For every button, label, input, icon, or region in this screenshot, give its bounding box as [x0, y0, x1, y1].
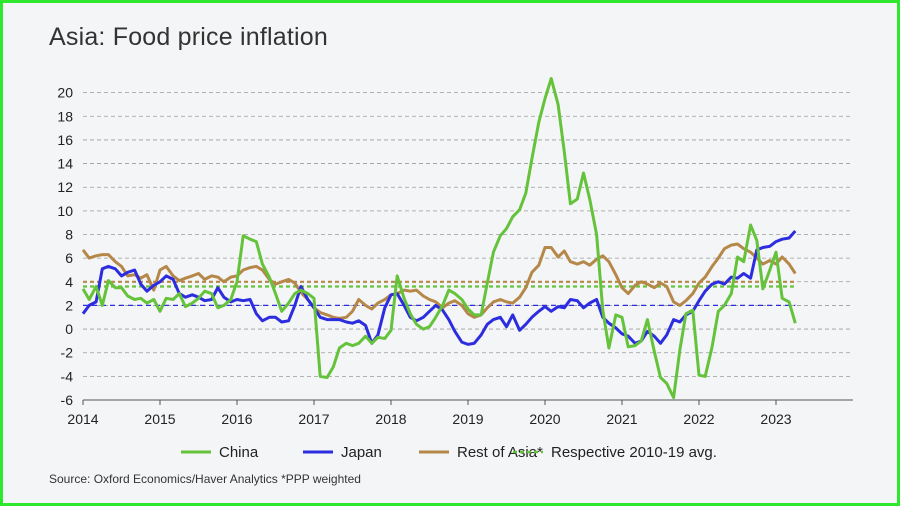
source-note: Source: Oxford Economics/Haver Analytics…: [49, 472, 361, 486]
y-tick-label: 0: [65, 321, 73, 337]
x-tick-label: 2019: [452, 411, 483, 427]
y-tick-label: -6: [61, 392, 74, 408]
series-lines: [81, 77, 797, 400]
x-tick-label: 2015: [144, 411, 175, 427]
legend-label: Japan: [341, 444, 382, 461]
x-tick-label: 2022: [683, 411, 714, 427]
y-tick-label: 2: [65, 297, 73, 313]
x-tick-label: 2020: [529, 411, 560, 427]
x-tick-label: 2021: [606, 411, 637, 427]
y-tick-label: -2: [61, 345, 74, 361]
y-tick-label: 20: [57, 85, 73, 101]
line-chart: -6 -4 -2 0 2 4 6 8 10 12 14 16 18 20 2014 2015 2016 2017…: [57, 77, 853, 461]
x-tick-label: 2016: [221, 411, 252, 427]
legend: China Japan Rest of Asia* Respective 2010-1…: [181, 444, 717, 461]
y-tick-label: -4: [61, 368, 74, 384]
y-axis-ticks: -6 -4 -2 0 2 4 6 8 10 12 14 16 18 20: [57, 85, 73, 408]
series-line-rest-of-asia-: [81, 242, 797, 320]
y-tick-label: 12: [57, 179, 73, 195]
x-axis: 2014 2015 2016 2017 2018 2019 2020 2021 2022 2023: [67, 399, 853, 427]
legend-label: China: [219, 444, 259, 461]
x-tick-label: 2023: [760, 411, 791, 427]
x-tick-label: 2014: [67, 411, 98, 427]
y-tick-label: 16: [57, 132, 73, 148]
y-tick-label: 8: [65, 227, 73, 243]
y-tick-label: 18: [57, 108, 73, 124]
x-tick-label: 2018: [375, 411, 406, 427]
series-line-china: [81, 77, 797, 400]
y-tick-label: 10: [57, 203, 73, 219]
legend-label: Respective 2010-19 avg.: [551, 444, 717, 461]
legend-label: Rest of Asia*: [457, 444, 543, 461]
y-tick-label: 14: [57, 156, 73, 172]
x-tick-label: 2017: [298, 411, 329, 427]
y-tick-label: 6: [65, 250, 73, 266]
chart-title: Asia: Food price inflation: [49, 23, 328, 51]
grid-lines: [83, 92, 853, 377]
series-line-japan: [81, 230, 797, 346]
y-tick-label: 4: [65, 274, 73, 290]
